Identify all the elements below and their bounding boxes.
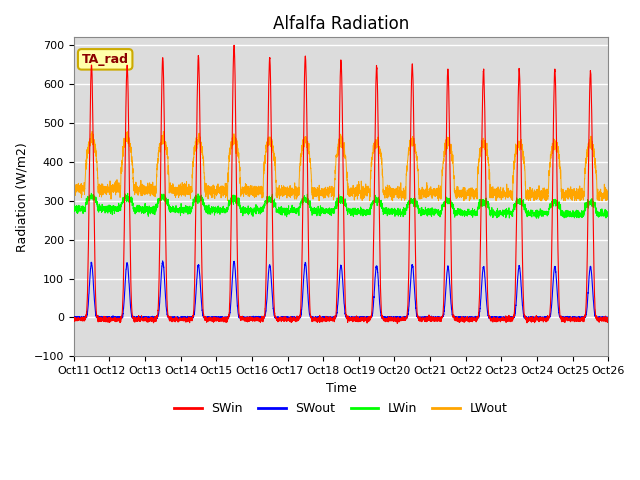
SWin [431,318,439,324]
SWin [604,315,612,321]
LWin [88,191,95,196]
LWout [604,195,612,201]
LWout [70,186,77,192]
LWin [532,216,540,221]
LWin [431,210,439,216]
SWin [394,321,401,326]
Y-axis label: Radiation (W/m2): Radiation (W/m2) [15,142,28,252]
SWin [492,315,499,321]
Legend: SWin, SWout, LWin, LWout: SWin, SWout, LWin, LWout [169,397,513,420]
SWout [431,314,439,320]
SWin [70,317,77,323]
LWin [491,212,499,217]
X-axis label: Time: Time [326,382,356,395]
LWout [492,190,499,195]
LWin [70,207,77,213]
LWout [461,188,468,194]
SWout [159,258,166,264]
SWin [230,42,238,48]
SWout [76,315,83,321]
SWin [461,316,468,322]
SWout [70,315,77,321]
LWout [321,185,329,191]
Title: Alfalfa Radiation: Alfalfa Radiation [273,15,409,33]
LWout [431,190,439,195]
LWin [461,209,468,215]
Line: SWin: SWin [74,45,608,324]
LWin [321,206,329,212]
Line: LWin: LWin [74,193,608,218]
LWout [604,188,612,194]
LWout [223,198,231,204]
SWout [321,314,329,320]
Text: TA_rad: TA_rad [82,53,129,66]
SWout [604,315,612,321]
LWout [88,129,96,134]
SWout [604,315,612,321]
SWout [461,315,468,321]
SWin [604,316,612,322]
SWin [321,317,329,323]
LWin [604,210,612,216]
SWout [166,315,174,321]
Line: LWout: LWout [74,132,608,201]
SWin [166,318,173,324]
LWout [166,188,173,194]
LWin [166,206,173,212]
LWin [604,210,612,216]
SWout [492,314,499,320]
Line: SWout: SWout [74,261,608,318]
